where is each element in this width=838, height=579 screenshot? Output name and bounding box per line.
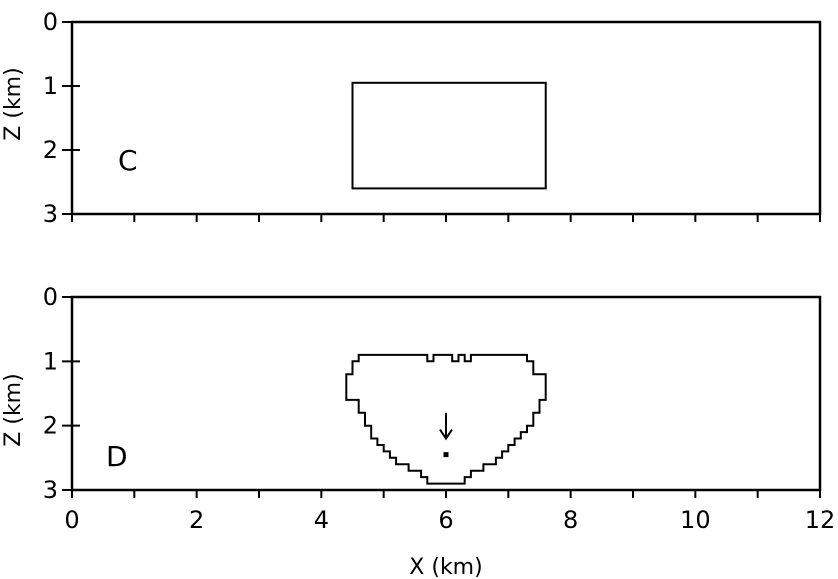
x-tick-label: 12 (805, 506, 836, 534)
y-tick-label: 1 (43, 347, 58, 375)
plot-frame (70, 20, 822, 216)
panel-label: D (106, 440, 128, 473)
x-tick-label: 6 (438, 506, 453, 534)
x-tick-label: 10 (680, 506, 711, 534)
y-tick-label: 3 (43, 476, 58, 504)
y-tick-label: 2 (43, 412, 58, 440)
x-tick-label: 8 (563, 506, 578, 534)
x-tick-label: 2 (189, 506, 204, 534)
x-tick-label: 4 (314, 506, 329, 534)
y-tick-label: 0 (43, 8, 58, 36)
y-tick-label: 2 (43, 136, 58, 164)
source-point (443, 452, 449, 458)
y-tick-label: 3 (43, 200, 58, 228)
plot-frame (70, 295, 822, 492)
panel-label: C (118, 144, 138, 177)
down-arrow-icon (439, 412, 453, 441)
y-tick-label: 0 (43, 283, 58, 311)
y-axis-label: Z (km) (1, 67, 26, 140)
x-tick-label: 0 (64, 506, 79, 534)
recovered-outline (345, 353, 547, 485)
anomaly-rectangle (351, 81, 547, 190)
x-axis-label: X (km) (409, 555, 482, 579)
y-axis-label: Z (km) (1, 373, 26, 446)
panel-c: 0 1 2 3 Z (km) C (1, 8, 822, 228)
y-tick-label: 1 (43, 72, 58, 100)
